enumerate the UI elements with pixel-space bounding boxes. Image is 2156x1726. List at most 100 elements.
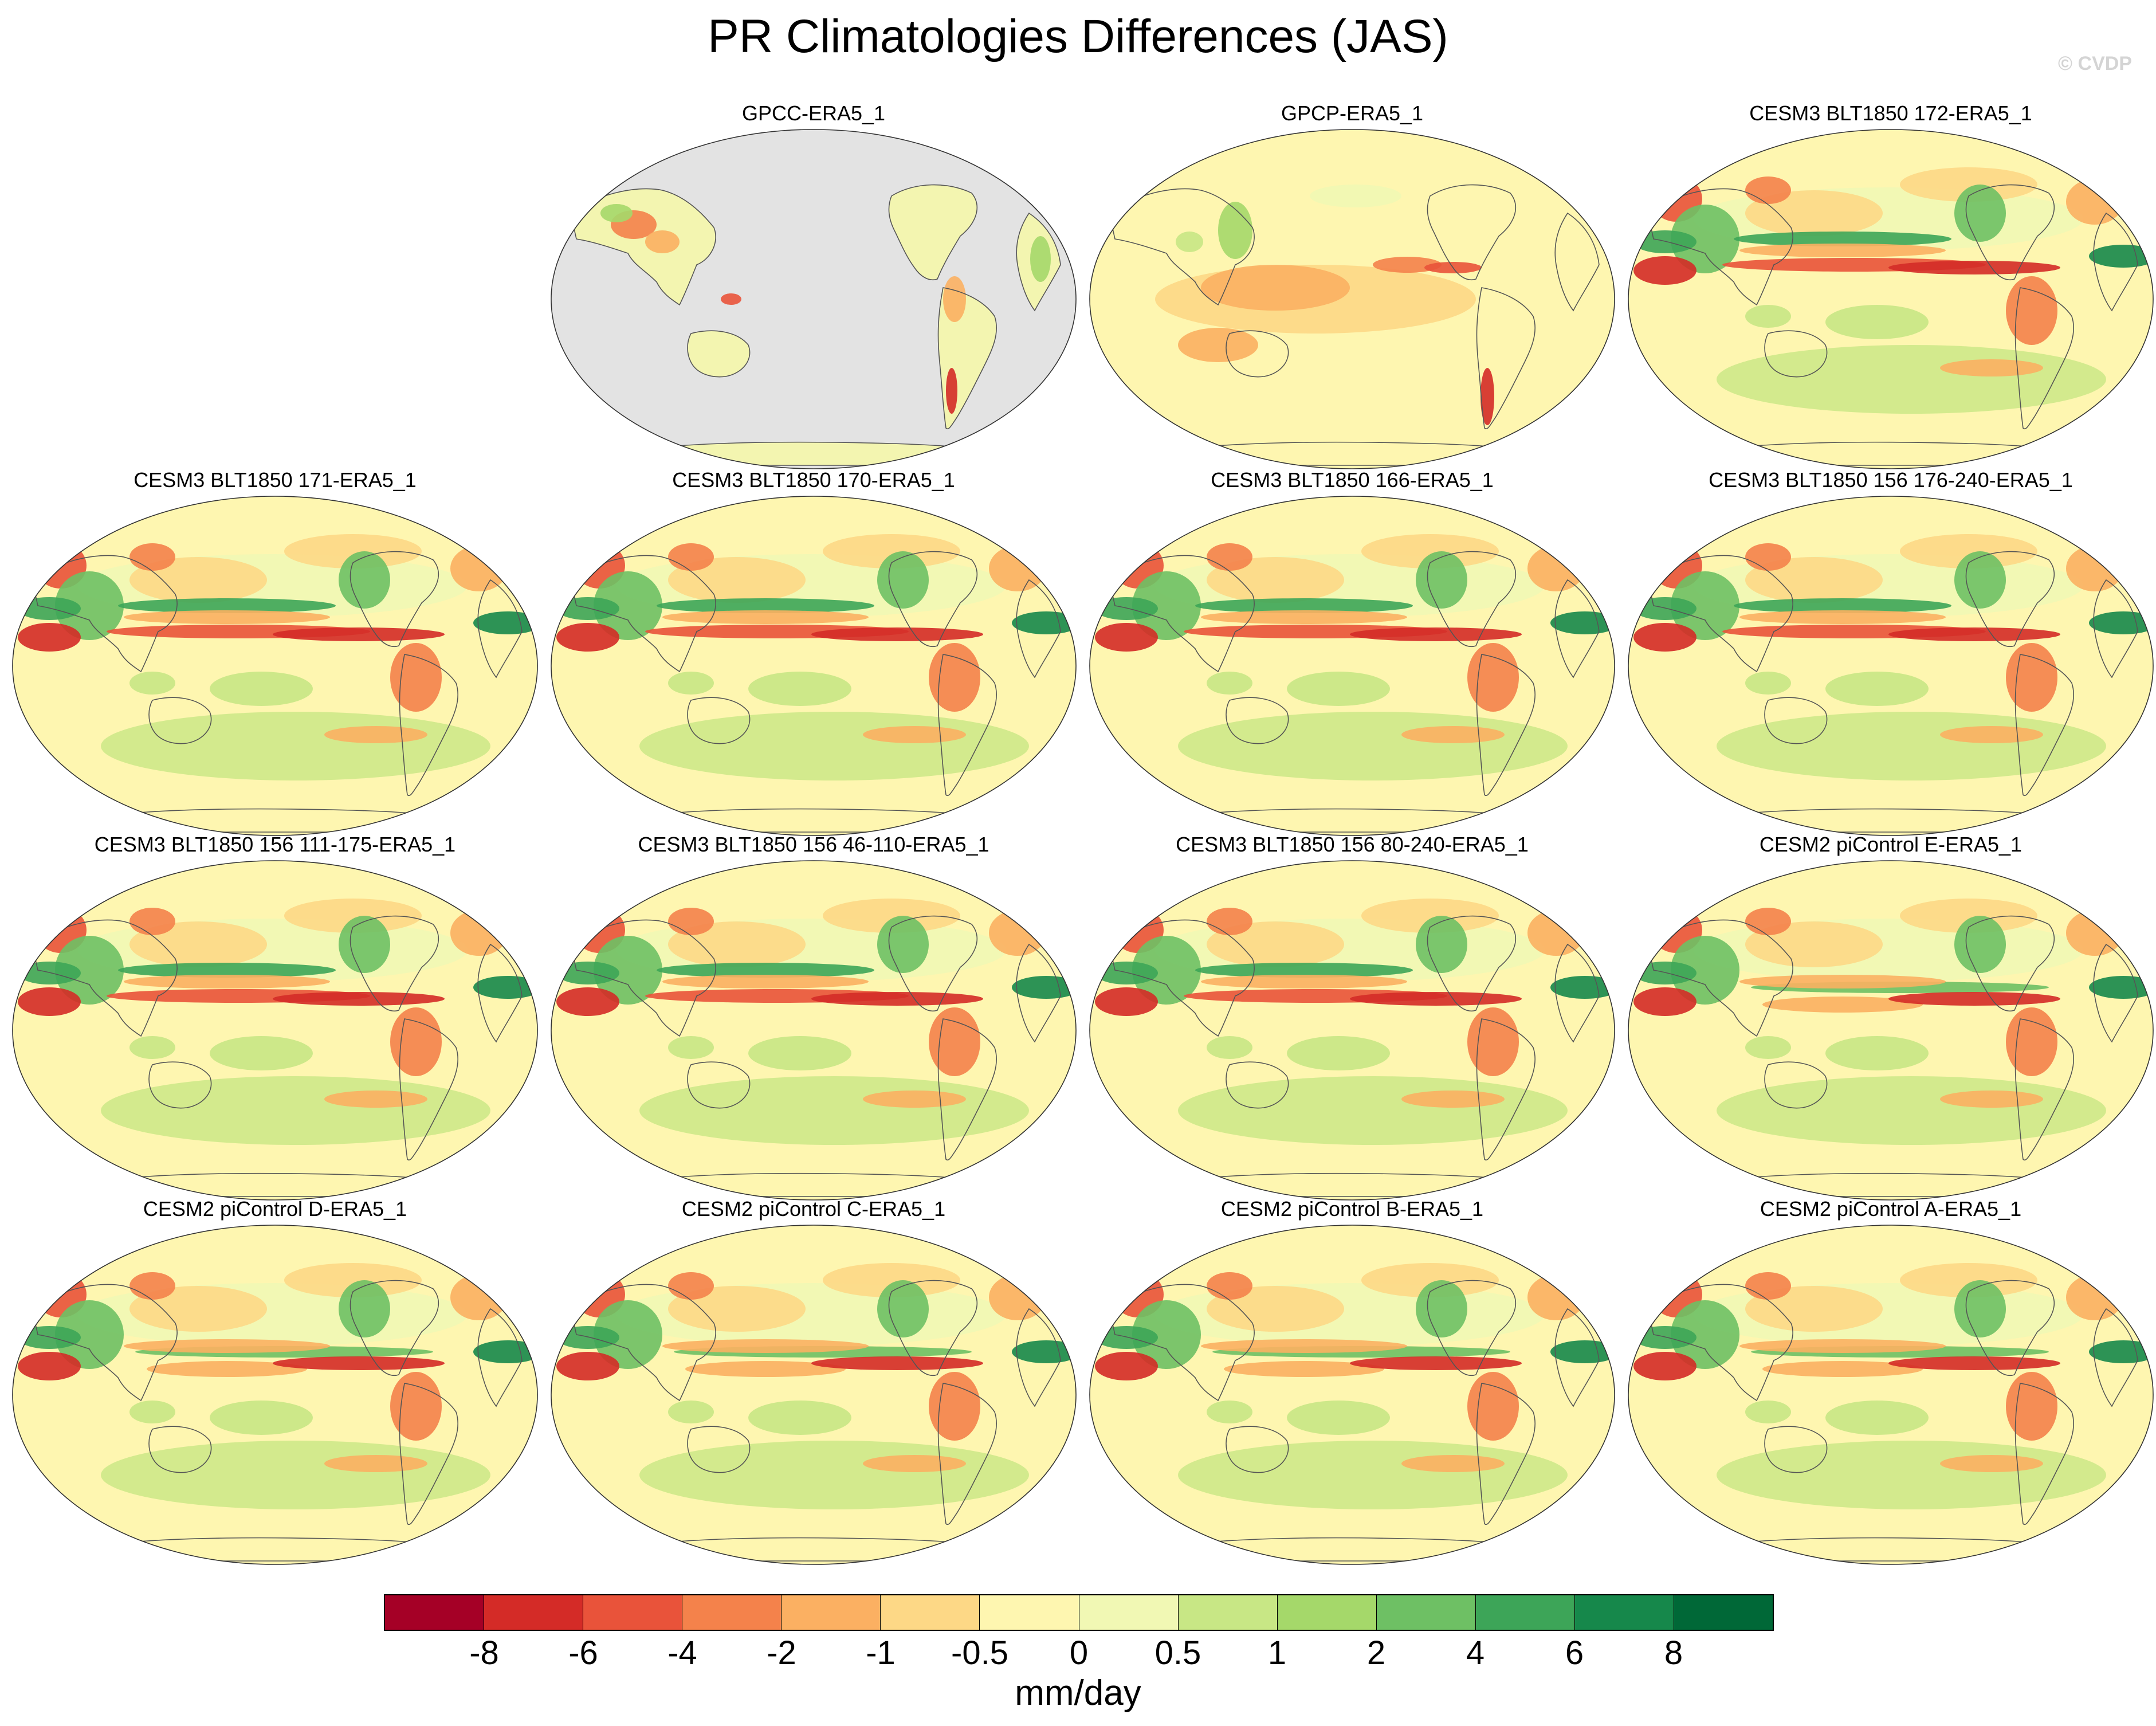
map-background	[13, 1225, 537, 1564]
dry-band	[1201, 975, 1407, 988]
wet-band	[1178, 712, 1568, 780]
dry-band	[324, 1090, 427, 1108]
wet-band	[1633, 597, 1696, 620]
dry-patch	[556, 1352, 619, 1380]
map-panel-cesm3-blt1850-156-80-240-era5-1: CESM3 BLT1850 156 80-240-ERA5_1	[1086, 832, 1618, 1205]
coastline	[937, 1018, 997, 1160]
wet-band	[1012, 1340, 1076, 1363]
coastline	[1554, 579, 1600, 678]
map-svg	[12, 496, 538, 836]
coastline	[888, 915, 978, 1011]
coastline	[1965, 184, 2055, 280]
wet-band	[1633, 962, 1696, 984]
colorbar-swatch	[583, 1595, 683, 1630]
dry-band	[1900, 899, 2037, 933]
dry-band	[1888, 1356, 2060, 1370]
wet-patch	[1132, 936, 1201, 1005]
dry-band	[1888, 992, 2060, 1006]
dry-patch	[1467, 1007, 1519, 1076]
wet-band	[2089, 611, 2153, 634]
wet-band	[118, 598, 336, 613]
coastline	[937, 654, 997, 796]
coastline	[32, 919, 178, 1037]
dry-patch	[450, 910, 508, 956]
dry-patch	[18, 623, 81, 652]
map-svg	[1628, 129, 2154, 469]
map-border	[1628, 1225, 2154, 1565]
coastline	[1476, 1018, 1535, 1160]
wet-patch	[1825, 305, 1929, 339]
dry-band	[811, 1356, 983, 1370]
dry-patch	[1467, 1372, 1519, 1441]
dry-band	[1762, 1361, 1923, 1377]
coastline	[1965, 551, 2055, 647]
map-panel-cesm3-blt1850-172-era5-1: CESM3 BLT1850 172-ERA5_1	[1625, 101, 2156, 473]
dry-patch	[1745, 543, 1791, 571]
dry-band	[1900, 1263, 2037, 1297]
colorbar-swatch	[1079, 1595, 1179, 1630]
colorbar-swatch	[881, 1595, 980, 1630]
dry-band	[1888, 627, 2060, 641]
map-border	[12, 860, 538, 1201]
wet-patch	[1825, 1036, 1929, 1070]
dry-patch	[2066, 1274, 2123, 1320]
wet-band	[556, 597, 619, 620]
dry-band	[273, 992, 445, 1006]
dry-band	[662, 610, 869, 624]
wet-patch	[339, 551, 390, 609]
dry-band	[273, 1356, 445, 1370]
dry-patch	[929, 1372, 980, 1441]
wet-patch	[1132, 1300, 1201, 1369]
map-panel-cesm3-blt1850-171-era5-1: CESM3 BLT1850 171-ERA5_1	[9, 468, 541, 840]
wet-band	[1550, 611, 1615, 634]
coastline	[1965, 1280, 2055, 1376]
map-svg	[551, 1225, 1077, 1565]
dry-band	[1940, 726, 2043, 743]
map-border	[551, 860, 1077, 1201]
dry-patch	[1207, 1272, 1252, 1300]
wet-patch	[129, 672, 175, 695]
map-panel-cesm2-picontrol-c-era5-1: CESM2 piControl C-ERA5_1	[548, 1197, 1079, 1569]
wet-patch	[1671, 936, 1739, 1005]
wet-band	[1550, 976, 1615, 999]
map-panel-cesm3-blt1850-170-era5-1: CESM3 BLT1850 170-ERA5_1	[548, 468, 1079, 840]
dry-patch	[1207, 908, 1252, 935]
map-svg	[1089, 496, 1615, 836]
wet-patch	[600, 204, 633, 222]
coastline	[1226, 697, 1289, 744]
coastline	[1109, 919, 1255, 1037]
coastline	[2093, 212, 2138, 312]
wet-band	[18, 962, 81, 984]
panel-title: CESM3 BLT1850 156 111-175-ERA5_1	[94, 833, 456, 856]
dry-band	[1940, 1455, 2043, 1472]
dry-patch	[721, 293, 741, 305]
map-panel-gpcp-era5-1: GPCP-ERA5_1	[1086, 101, 1618, 473]
map-svg	[12, 1225, 538, 1565]
wet-band	[1734, 598, 1951, 613]
wet-band	[1195, 598, 1413, 613]
dry-band	[1762, 997, 1923, 1013]
dry-band	[823, 899, 960, 933]
coastline	[349, 551, 439, 647]
wet-patch	[1416, 916, 1467, 973]
dry-patch	[668, 1272, 714, 1300]
wet-patch	[1218, 202, 1252, 259]
colorbar-tick-label: -6	[568, 1634, 598, 1672]
wet-patch	[55, 936, 124, 1005]
dry-band	[823, 534, 960, 568]
coastline	[1427, 551, 1517, 647]
wet-patch	[1416, 1280, 1467, 1337]
coastline	[477, 1308, 523, 1407]
dry-patch	[556, 987, 619, 1016]
wet-patch	[129, 1401, 175, 1423]
dry-patch	[1178, 328, 1258, 362]
dry-band	[1350, 992, 1522, 1006]
dry-band	[1361, 899, 1499, 933]
dry-patch	[1745, 908, 1791, 935]
wet-band	[1095, 962, 1158, 984]
wet-patch	[748, 672, 851, 706]
map-svg	[1089, 129, 1615, 469]
colorbar	[384, 1594, 1774, 1631]
wet-patch	[1745, 305, 1791, 328]
wet-band	[1178, 1076, 1568, 1145]
